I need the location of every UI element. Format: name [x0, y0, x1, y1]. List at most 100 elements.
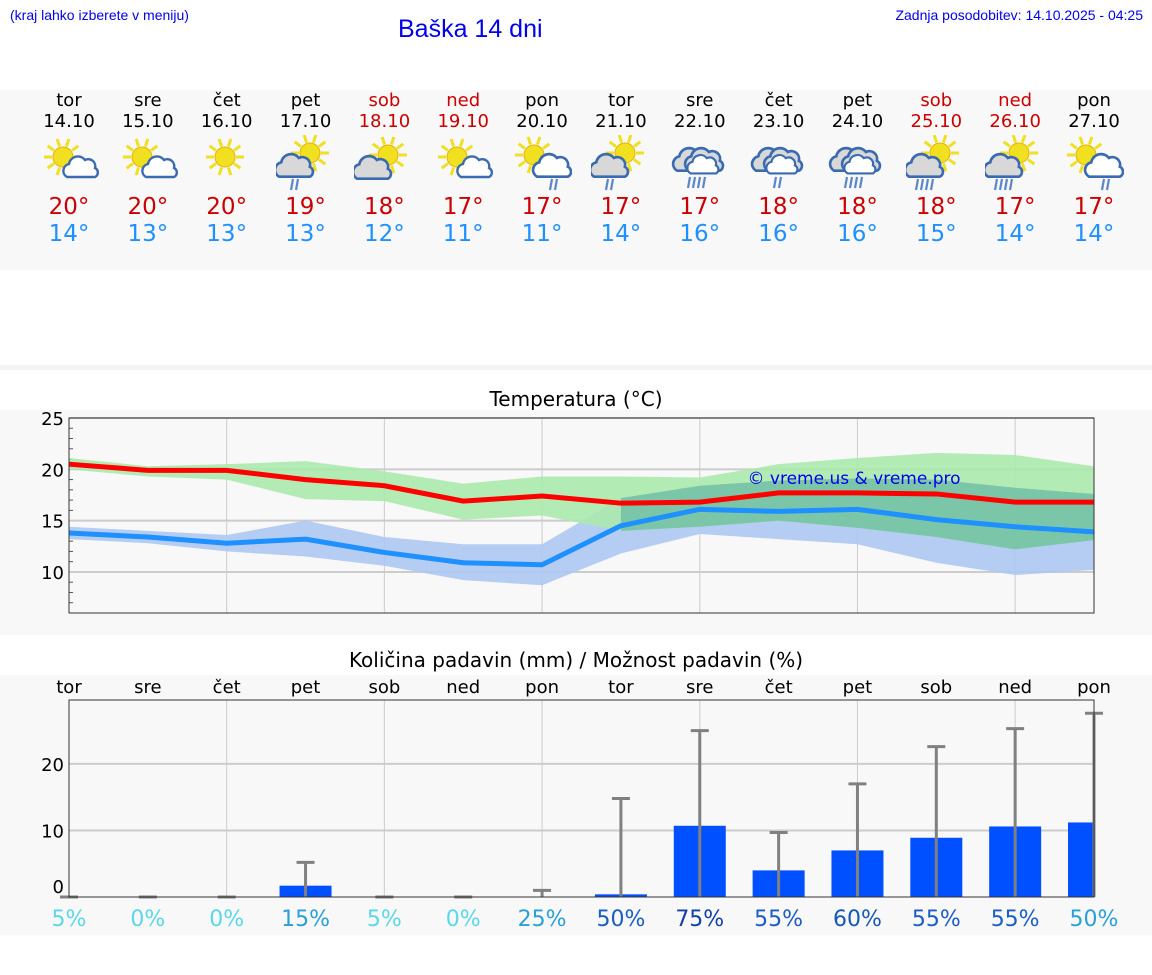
- precip-probability: 0%: [446, 907, 481, 932]
- day-name: čet: [212, 90, 241, 111]
- day-forecast: sre 22.10 17° 16°: [661, 90, 739, 248]
- min-temp: 14°: [1073, 221, 1115, 247]
- day-label: pet: [843, 677, 873, 698]
- min-temp: 14°: [600, 221, 642, 247]
- y-tick-label: 20: [41, 755, 64, 776]
- max-temp: 18°: [837, 194, 878, 220]
- sun-cloud-icon: [44, 138, 99, 179]
- day-forecast: čet 23.10 18° 16°: [740, 90, 818, 248]
- location-hint: (kraj lahko izberete v meniju): [10, 7, 189, 23]
- min-temp: 14°: [48, 221, 90, 247]
- day-label: sre: [686, 677, 713, 698]
- clouds-rain-icon: [750, 146, 803, 189]
- y-tick-label: 25: [41, 409, 64, 430]
- precip-probability: 50%: [1070, 907, 1119, 932]
- min-temp-line: [68, 506, 1095, 568]
- day-date: 25.10: [910, 111, 963, 132]
- min-temp: 11°: [442, 221, 484, 247]
- precip-probability: 5%: [367, 907, 402, 932]
- min-temp: 14°: [994, 221, 1036, 247]
- day-date: 23.10: [752, 111, 805, 132]
- precip-probability: 50%: [596, 907, 645, 932]
- day-label: sre: [134, 677, 161, 698]
- day-name: sob: [920, 90, 953, 111]
- max-temp-line: [68, 461, 1094, 506]
- y-tick-label: 10: [41, 563, 64, 584]
- day-date: 16.10: [200, 111, 253, 132]
- day-date: 18.10: [358, 111, 411, 132]
- max-temp: 18°: [758, 194, 799, 220]
- day-label: ned: [998, 677, 1032, 698]
- last-updated: Zadnja posodobitev: 14.10.2025 - 04:25: [895, 7, 1143, 23]
- day-label: čet: [765, 677, 793, 698]
- day-name: pet: [842, 90, 873, 111]
- max-temp: 20°: [48, 194, 90, 220]
- sun-cloud-icon: [122, 138, 178, 179]
- day-name: čet: [764, 90, 793, 111]
- precip-probability: 55%: [754, 907, 803, 932]
- sun-icon: [205, 138, 244, 176]
- day-date: 24.10: [831, 111, 884, 132]
- precip-probability: 25%: [518, 907, 567, 932]
- precip-probability: 15%: [281, 907, 330, 932]
- precip-bar: [1068, 822, 1094, 897]
- day-date: 26.10: [989, 111, 1041, 132]
- day-name: pon: [525, 90, 559, 111]
- precip-probability: 60%: [833, 907, 882, 932]
- precip-probability: 75%: [675, 907, 724, 932]
- day-forecast: ned 19.10 17° 11°: [424, 90, 502, 248]
- day-label: tor: [56, 677, 82, 698]
- day-name: ned: [998, 90, 1033, 111]
- min-temp: 12°: [363, 221, 405, 247]
- min-temp: 16°: [758, 221, 799, 247]
- daily-forecast-strip: tor 14.10 20° 14° sre 15.10 20° 13° čet 16…: [0, 90, 1152, 270]
- max-temp: 18°: [363, 194, 405, 220]
- plot-frame: [68, 699, 1095, 898]
- max-temp: 17°: [679, 194, 721, 220]
- min-temp: 13°: [127, 221, 169, 247]
- day-forecast: pet 17.10 19° 13°: [267, 90, 345, 248]
- min-temp: 16°: [679, 221, 721, 247]
- day-date: 14.10: [43, 111, 95, 132]
- y-tick-label: 0: [53, 877, 64, 898]
- precip-probability: 0%: [209, 907, 244, 932]
- day-name: sre: [686, 90, 714, 111]
- day-forecast: čet 16.10 20° 13°: [188, 90, 266, 248]
- day-label: ned: [446, 677, 480, 698]
- day-label: pet: [291, 677, 321, 698]
- min-temp: 13°: [285, 221, 326, 247]
- precip-probability: 55%: [912, 907, 961, 932]
- max-temp: 17°: [994, 194, 1036, 220]
- plot-frame: [68, 417, 1095, 614]
- max-temp: 17°: [600, 194, 642, 220]
- min-temp: 15°: [915, 221, 957, 247]
- day-date: 20.10: [516, 111, 568, 132]
- day-label: sob: [920, 677, 952, 698]
- watermark: © vreme.us & vreme.pro: [747, 469, 960, 489]
- sun-cloud-icon: [438, 138, 494, 179]
- clouds-heavy-rain-icon: [671, 146, 724, 189]
- temperature-chart-title: Temperatura (°C): [489, 387, 663, 411]
- max-temp: 19°: [285, 194, 326, 220]
- day-forecast: tor 14.10 20° 14°: [30, 90, 108, 248]
- max-temp: 17°: [521, 194, 563, 220]
- day-date: 22.10: [674, 111, 726, 132]
- max-temp: 20°: [127, 194, 169, 220]
- max-temp: 20°: [206, 194, 248, 220]
- min-temp: 11°: [521, 221, 563, 247]
- day-date: 17.10: [279, 111, 332, 132]
- sun-grey-cloud-heavy-rain-icon: [906, 135, 960, 191]
- min-temp: 13°: [206, 221, 248, 247]
- day-name: sre: [134, 90, 162, 111]
- max-temp: 18°: [915, 194, 957, 220]
- day-date: 27.10: [1068, 111, 1120, 132]
- y-tick-label: 20: [41, 460, 64, 481]
- precipitation-chart-title: Količina padavin (mm) / Možnost padavin …: [348, 648, 804, 672]
- sun-grey-cloud-heavy-rain-icon: [985, 135, 1039, 191]
- sun-cloud-rain-icon: [515, 136, 573, 191]
- sun-grey-cloud-rain-icon: [275, 135, 329, 191]
- y-tick-label: 15: [41, 512, 64, 533]
- day-forecast: ned 26.10 17° 14°: [976, 90, 1054, 248]
